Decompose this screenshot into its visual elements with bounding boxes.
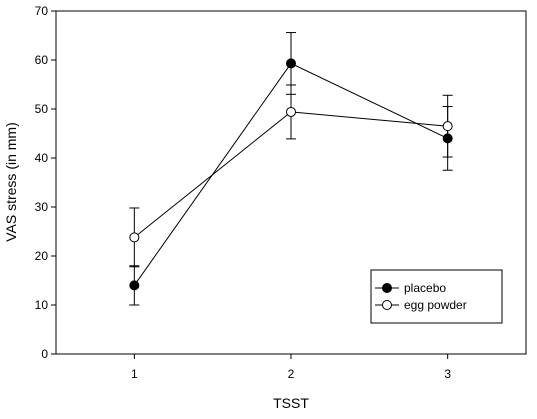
- y-tick-label: 50: [35, 102, 49, 116]
- x-tick-label: 1: [131, 367, 138, 381]
- y-tick-label: 30: [35, 200, 49, 214]
- series-layer: [129, 32, 453, 306]
- legend-marker-placebo: [382, 283, 392, 293]
- y-tick-label: 40: [35, 151, 49, 165]
- y-tick-label: 20: [35, 249, 49, 263]
- x-axis: 1 2 3: [131, 354, 451, 381]
- legend-marker-egg-powder: [382, 300, 392, 310]
- legend-label-placebo: placebo: [404, 281, 446, 295]
- y-tick-label: 0: [41, 347, 48, 361]
- legend: placebo egg powder: [370, 269, 503, 324]
- y-axis: 0 10 20 30 40 50 60 70: [35, 4, 56, 361]
- y-tick-label: 10: [35, 298, 49, 312]
- data-point-egg-powder: [129, 232, 140, 243]
- data-point-egg-powder: [442, 121, 453, 132]
- y-axis-title: VAS stress (in mm): [3, 122, 19, 242]
- x-tick-label: 3: [444, 367, 451, 381]
- data-point-placebo: [129, 280, 140, 291]
- x-axis-title: TSST: [273, 395, 309, 411]
- x-tick-label: 2: [288, 367, 295, 381]
- y-tick-label: 60: [35, 53, 49, 67]
- legend-label-egg-powder: egg powder: [404, 298, 467, 312]
- data-point-egg-powder: [286, 106, 296, 117]
- y-tick-label: 70: [35, 4, 49, 18]
- data-point-placebo: [442, 133, 453, 144]
- data-point-placebo: [286, 58, 296, 69]
- legend-box: [370, 269, 503, 324]
